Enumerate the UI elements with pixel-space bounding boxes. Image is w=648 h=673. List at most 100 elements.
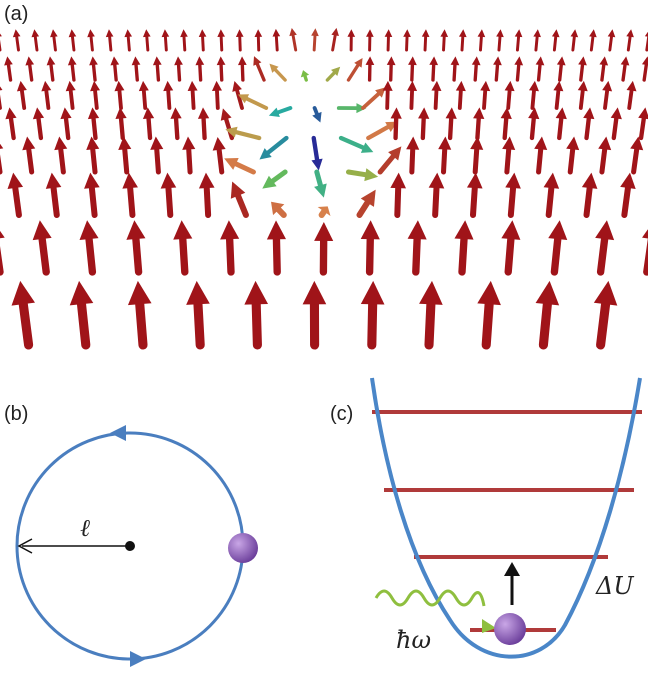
spin-head [12, 281, 35, 306]
spin-shaft [644, 65, 646, 80]
spin-head [467, 173, 483, 189]
spin-head [314, 222, 333, 241]
spin-head [390, 173, 406, 189]
spin-shaft [475, 65, 476, 80]
spin-head [66, 81, 76, 91]
spin-shaft [165, 37, 166, 50]
spin-head [533, 29, 541, 37]
spin-head [114, 81, 124, 91]
spin-head [236, 29, 244, 37]
spin-head [552, 29, 560, 37]
spin-shaft [95, 91, 97, 108]
spin-head [186, 281, 210, 305]
spin-shaft [221, 37, 222, 50]
spin-shaft [8, 65, 10, 80]
spin-head [470, 137, 483, 150]
spin-head [454, 220, 473, 239]
spin-head [515, 29, 523, 37]
spin-shaft [634, 149, 637, 172]
spin-head [70, 281, 94, 306]
spin-shaft [591, 37, 593, 50]
spin-head [232, 81, 242, 92]
spin-head [195, 56, 204, 65]
spin-head [106, 29, 114, 37]
spin-head [408, 56, 417, 65]
spin-shaft [110, 37, 111, 50]
spin-head [528, 107, 539, 119]
spin-shaft [276, 36, 277, 50]
spin-shaft [348, 65, 357, 80]
spin-head [422, 29, 430, 37]
spin-shaft [370, 239, 371, 272]
spin-shaft [628, 37, 630, 50]
spin-head [347, 29, 355, 37]
radius-label: ℓ [80, 514, 90, 542]
spin-shaft [203, 37, 204, 50]
spin-shaft [317, 172, 321, 185]
spin-shaft [273, 172, 285, 181]
spin-head [311, 159, 322, 171]
spin-shaft [200, 65, 201, 80]
spin-head [244, 281, 268, 305]
spin-head [429, 56, 438, 65]
spin-head [361, 281, 385, 305]
spin-head [182, 137, 195, 150]
spin-shaft [157, 149, 159, 172]
spin-shaft [275, 70, 285, 80]
spin-shaft [322, 212, 324, 215]
spin-shaft [17, 37, 19, 50]
spin-shaft [38, 119, 40, 138]
spin-head [17, 81, 27, 91]
spin-shaft [601, 304, 606, 345]
spin-head [529, 81, 539, 91]
spin-shaft [183, 239, 185, 272]
spin-head [188, 81, 198, 91]
spin-shaft [236, 132, 259, 138]
spin-shaft [433, 65, 434, 80]
spin-head [501, 220, 520, 240]
spin-shaft [573, 37, 574, 50]
spin-shaft [624, 188, 628, 215]
spin-shaft [204, 119, 205, 138]
spin-head [440, 29, 448, 37]
spin-shaft [179, 65, 180, 80]
spin-head [199, 29, 207, 37]
spin-shaft [157, 65, 158, 80]
spin-shaft [610, 37, 612, 50]
spin-head [361, 220, 380, 239]
spin-shaft [412, 149, 413, 172]
spin-shaft [605, 91, 607, 108]
well-panel: ħω ΔU [372, 378, 642, 657]
spin-head [627, 81, 637, 91]
orbit-panel: ℓ [17, 425, 258, 667]
spin-head [143, 29, 151, 37]
spin-head [480, 81, 490, 91]
spin-head [459, 29, 467, 37]
spin-shaft [539, 65, 540, 80]
spin-head [33, 220, 52, 240]
spin-shaft [93, 149, 95, 172]
panel-label: (a) [4, 3, 28, 25]
spin-shaft [217, 91, 218, 108]
spin-shaft [207, 188, 208, 215]
spin-shaft [54, 37, 56, 50]
spin-shaft [61, 149, 64, 172]
spin-head [46, 173, 62, 189]
spin-head [536, 56, 545, 65]
spin-shaft [368, 127, 388, 138]
spin-shaft [115, 65, 116, 80]
spin-shaft [130, 188, 132, 215]
spin-head [5, 107, 16, 119]
center-dot [125, 541, 135, 551]
spin-shaft [486, 304, 489, 345]
spin-shaft [444, 37, 445, 50]
spin-head [626, 29, 634, 37]
spin-shaft [42, 239, 46, 272]
spin-shaft [454, 65, 455, 80]
spin-shaft [425, 37, 426, 50]
spin-head [501, 107, 512, 119]
spin-head [429, 173, 445, 189]
spin-head [366, 29, 374, 37]
spin-shaft [23, 304, 28, 345]
spin-head [163, 81, 173, 91]
